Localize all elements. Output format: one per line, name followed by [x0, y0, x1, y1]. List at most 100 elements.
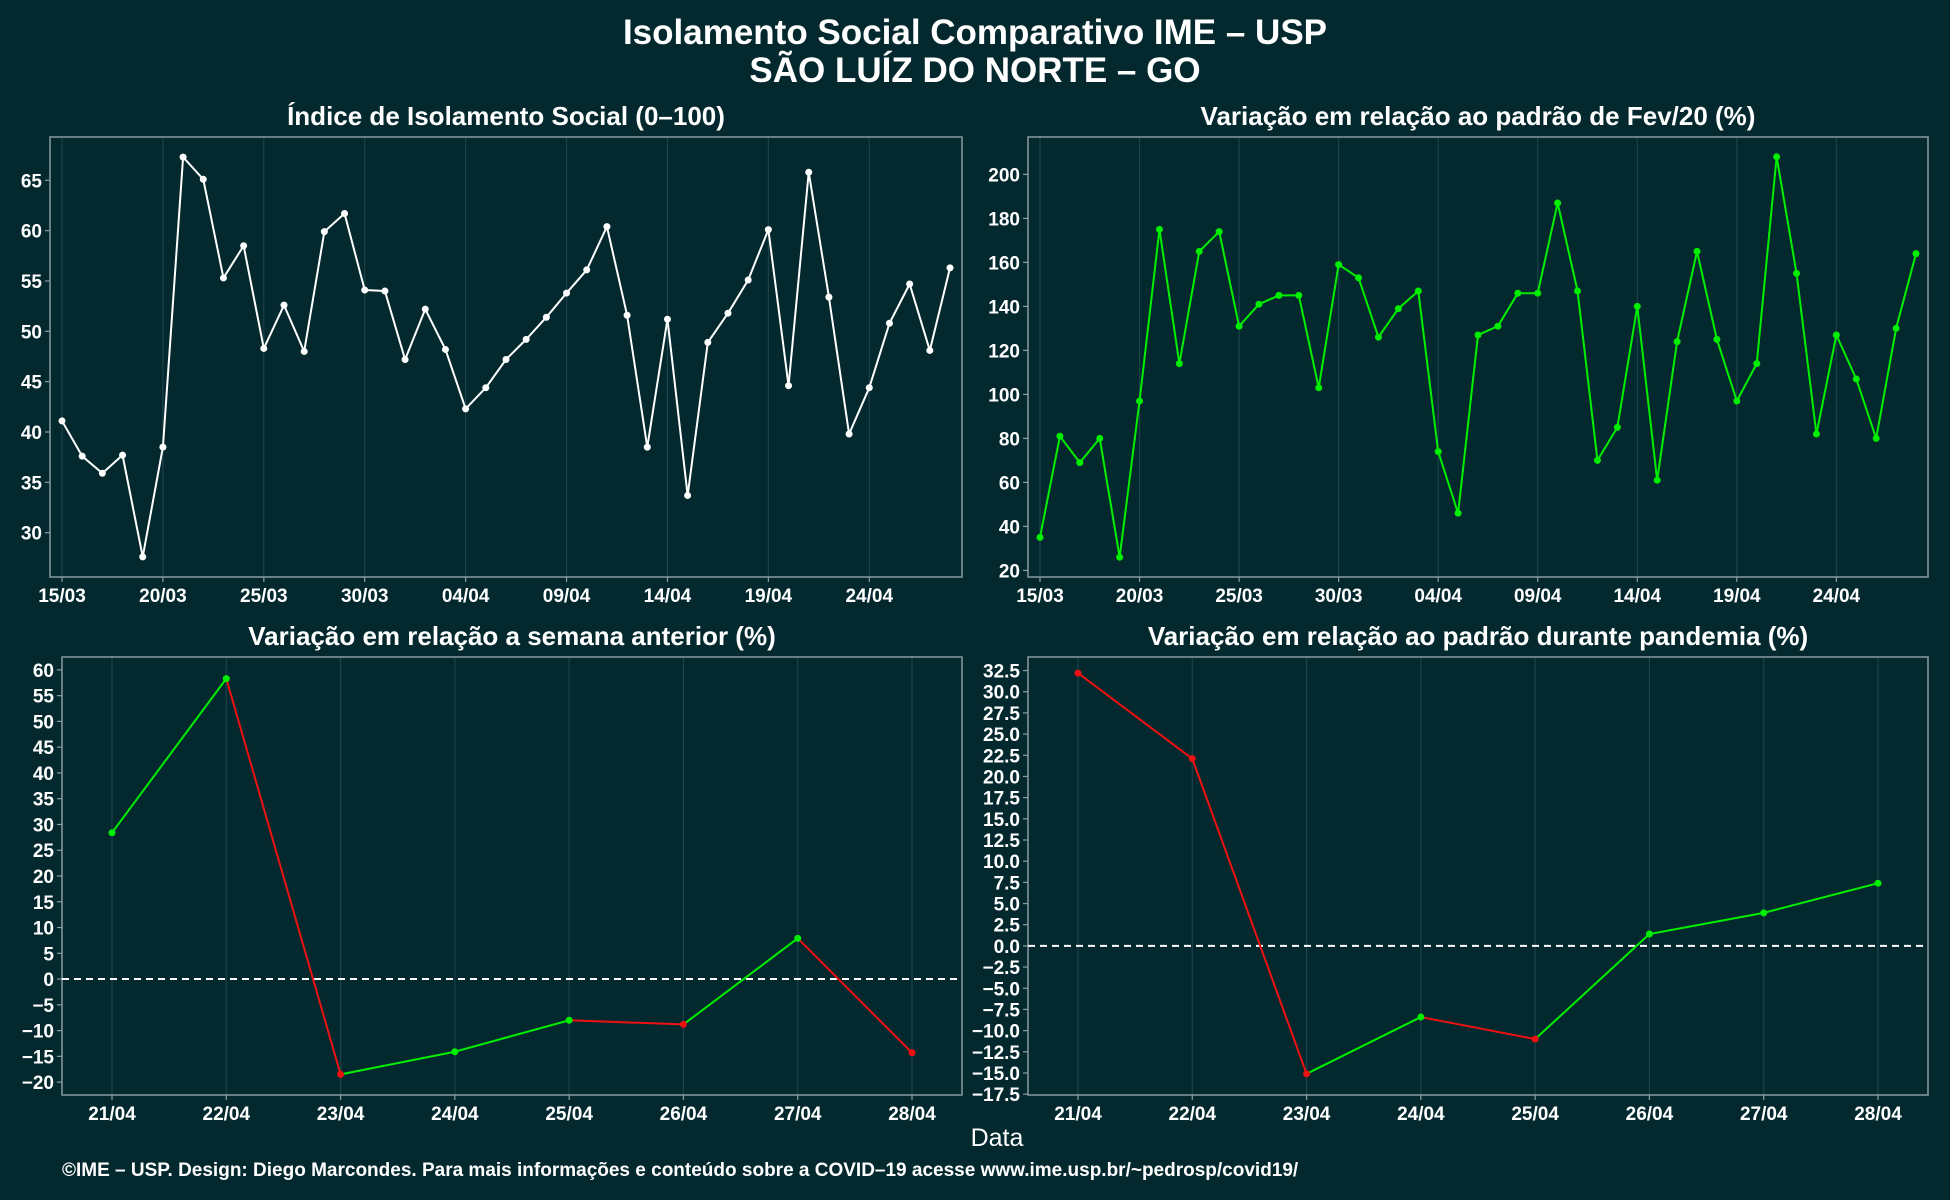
series-segment — [888, 283, 911, 324]
y-tick-label: 45 — [21, 373, 43, 394]
y-tick-label: 10 — [33, 919, 54, 940]
series-segment — [908, 283, 931, 351]
series-segment — [1735, 363, 1758, 402]
plot-frame — [61, 656, 963, 1096]
series-segment — [1306, 1016, 1422, 1075]
series-segment — [1218, 231, 1241, 327]
x-tick-label: 24/04 — [431, 1104, 479, 1125]
series-segment — [1534, 933, 1651, 1040]
data-point — [643, 443, 651, 451]
y-tick-label: −20 — [22, 1073, 54, 1094]
y-tick-label: 2.5 — [994, 916, 1021, 937]
y-tick-label: 15 — [33, 893, 55, 914]
data-point — [1874, 879, 1882, 887]
data-point — [1188, 755, 1196, 763]
y-tick-label: 0.0 — [994, 937, 1020, 958]
data-point — [1454, 509, 1462, 517]
data-point — [825, 293, 833, 301]
series-segment — [1098, 438, 1121, 558]
x-tick-label: 23/04 — [1283, 1104, 1331, 1125]
series-segment — [646, 319, 669, 448]
data-point — [1275, 291, 1283, 299]
data-point — [179, 153, 187, 161]
series-segment — [283, 304, 306, 352]
series-segment — [1696, 251, 1718, 340]
x-tick-label: 24/04 — [1813, 586, 1861, 607]
series-segment — [1077, 672, 1193, 760]
y-tick-label: 7.5 — [994, 873, 1021, 894]
series-segment — [706, 312, 729, 343]
series-segment — [81, 455, 104, 475]
series-segment — [1795, 273, 1818, 435]
x-tick-label: 25/03 — [240, 586, 288, 607]
series-segment — [61, 420, 84, 457]
y-tick-label: 25.0 — [983, 725, 1020, 746]
series-segment — [747, 229, 770, 281]
y-tick-label: 50 — [33, 712, 54, 733]
data-point — [1733, 397, 1741, 405]
data-point — [1335, 261, 1343, 269]
series-segment — [787, 172, 810, 386]
series-segment — [1397, 290, 1419, 310]
data-point — [1593, 456, 1601, 464]
series-segment — [1763, 882, 1879, 914]
data-point — [222, 675, 230, 683]
panels: Índice de Isolamento Social (0–100) 30 35 4… — [21, 101, 1929, 1125]
series-segment — [666, 319, 689, 496]
data-point — [542, 313, 550, 321]
y-tick-label: 12.5 — [983, 831, 1020, 852]
y-tick-label: 35 — [21, 473, 43, 494]
y-tick-label: 32.5 — [983, 662, 1020, 683]
data-point — [1653, 476, 1661, 484]
series-segment — [1815, 334, 1838, 435]
series-segment — [1417, 290, 1440, 452]
data-point — [1315, 384, 1323, 392]
series-segment — [1636, 306, 1659, 481]
y-tick-label: −5 — [32, 996, 54, 1017]
data-point — [1414, 287, 1422, 295]
data-point — [1872, 434, 1880, 442]
series-segment — [464, 387, 487, 410]
series-segment — [111, 678, 228, 834]
x-tick-label: 15/03 — [1016, 586, 1064, 607]
series-segment — [1855, 378, 1878, 439]
series-segment — [1616, 306, 1639, 428]
chart-panel-pandemia: Variação em relação ao padrão durante pa… — [972, 621, 1929, 1125]
data-point — [744, 276, 752, 284]
data-point — [565, 1016, 573, 1024]
series-segment — [182, 156, 205, 180]
series-segment — [1875, 328, 1898, 439]
series-segment — [1536, 202, 1559, 294]
data-point — [1613, 423, 1621, 431]
y-tick-label: 200 — [988, 165, 1020, 186]
series-segment — [1238, 303, 1260, 327]
data-point — [219, 274, 227, 282]
data-point — [946, 264, 954, 272]
data-point — [724, 309, 732, 317]
series-segment — [1649, 911, 1764, 936]
data-point — [78, 452, 86, 460]
y-tick-label: 55 — [33, 687, 55, 708]
y-tick-label: 140 — [988, 297, 1020, 318]
data-point — [1760, 909, 1768, 917]
x-tick-label: 27/04 — [774, 1104, 822, 1125]
y-tick-label: 80 — [999, 429, 1020, 450]
series-segment — [727, 279, 750, 314]
y-tick-label: 50 — [21, 322, 42, 343]
x-tick-label: 22/04 — [1169, 1104, 1217, 1125]
series-segment — [626, 315, 649, 448]
series-segment — [1198, 230, 1220, 253]
series-segment — [1437, 451, 1460, 514]
data-point — [926, 346, 934, 354]
series-segment — [1138, 229, 1161, 402]
series-segment — [1676, 251, 1698, 342]
series-segment — [1576, 290, 1599, 461]
series-segment — [1775, 156, 1798, 274]
data-point — [199, 175, 207, 183]
series-segment — [1835, 334, 1858, 380]
data-point — [300, 347, 308, 355]
series-segment — [485, 358, 507, 389]
series-segment — [1497, 292, 1519, 327]
data-point — [1753, 360, 1761, 368]
